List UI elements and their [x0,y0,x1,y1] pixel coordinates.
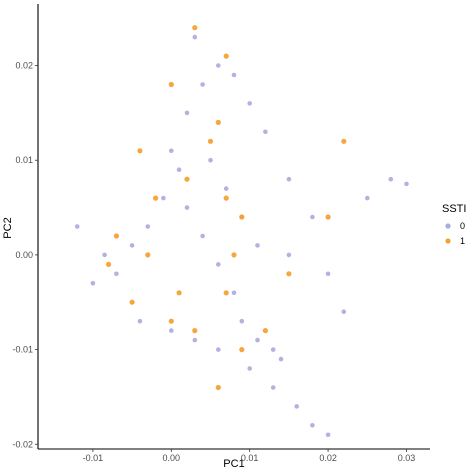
point-ssti-0-39 [286,252,292,258]
point-ssti-0-32 [192,337,198,343]
point-ssti-0-5 [176,167,182,172]
point-ssti-0-40 [208,157,213,163]
y-tick-label: 0.02 [15,61,33,71]
point-ssti-1-13 [192,328,198,334]
point-ssti-0-0 [102,252,107,258]
point-ssti-0-12 [255,337,260,343]
point-ssti-1-4 [223,195,229,201]
point-ssti-1-1 [223,53,229,59]
point-ssti-1-21 [207,138,214,144]
point-ssti-0-27 [404,181,409,187]
point-ssti-0-38 [325,432,331,438]
point-ssti-0-2 [129,243,135,248]
legend-label-0: 0 [460,221,465,231]
point-ssti-1-19 [137,148,143,154]
point-ssti-1-12 [239,347,245,353]
x-axis-title: PC1 [223,458,244,470]
point-ssti-0-22 [310,214,315,220]
point-ssti-1-24 [231,252,237,258]
point-ssti-0-8 [200,233,205,239]
ticks-layer: -0.01 0.00 0.01 0.02 0.03 -0.02 -0.01 0.00 0.01 0… [12,61,415,463]
x-tick-label: 0.02 [319,453,337,463]
point-ssti-0-28 [74,224,80,229]
point-ssti-1-11 [223,290,229,296]
point-ssti-0-16 [200,82,205,87]
point-ssti-0-9 [216,262,221,267]
x-tick-label: 0.00 [163,453,181,463]
point-ssti-0-7 [184,205,190,210]
point-ssti-1-16 [286,271,292,277]
point-ssti-0-35 [270,385,276,390]
point-ssti-1-20 [168,318,174,324]
point-ssti-0-13 [270,347,276,352]
point-ssti-0-3 [145,224,151,229]
y-tick-label: 0.01 [15,155,33,165]
x-tick-label: 0.01 [241,453,259,463]
x-tick-label: 0.03 [398,453,416,463]
y-tick-label: -0.01 [12,345,33,355]
point-ssti-0-11 [239,318,245,324]
point-ssti-1-22 [153,195,159,201]
point-ssti-0-43 [255,243,260,248]
point-ssti-0-6 [169,148,174,154]
point-ssti-1-0 [192,25,198,31]
y-tick-label: 0.00 [15,250,33,260]
axes-layer [37,4,430,450]
legend-title: SSTI [442,203,466,215]
y-axis-title: PC2 [2,217,14,238]
legend-key-0 [445,223,451,229]
point-ssti-0-29 [90,281,96,286]
point-ssti-0-4 [161,195,166,201]
point-ssti-0-21 [286,176,292,182]
point-ssti-0-23 [325,271,331,277]
point-ssti-0-36 [294,404,300,409]
point-ssti-0-20 [263,129,268,135]
point-ssti-0-41 [223,186,229,191]
point-ssti-0-10 [231,290,237,296]
point-ssti-1-14 [129,299,135,305]
point-ssti-1-5 [239,214,245,220]
point-ssti-1-10 [176,290,182,296]
legend-label-1: 1 [460,236,465,246]
point-ssti-0-31 [169,328,174,333]
point-ssti-0-37 [310,423,315,428]
point-ssti-1-18 [325,214,331,220]
point-ssti-1-3 [215,119,221,125]
point-ssti-0-24 [341,309,347,315]
point-ssti-0-19 [247,101,252,106]
point-ssti-0-33 [216,347,221,352]
point-ssti-1-6 [184,176,190,182]
points-layer [74,25,409,438]
point-ssti-0-44 [192,34,198,40]
point-ssti-0-15 [184,110,190,116]
point-ssti-0-14 [278,356,284,362]
point-ssti-1-23 [215,384,221,391]
point-ssti-1-17 [341,138,347,144]
point-ssti-0-1 [114,271,119,277]
point-ssti-0-30 [137,318,143,324]
legend-key-1 [445,238,451,244]
legend: SSTI 0 1 [442,203,466,246]
point-ssti-0-18 [231,72,237,78]
point-ssti-0-34 [247,366,252,371]
point-ssti-1-15 [262,328,268,334]
point-ssti-0-26 [388,176,394,182]
y-tick-label: -0.02 [12,439,33,449]
point-ssti-1-8 [145,252,151,258]
point-ssti-1-9 [106,261,112,267]
point-ssti-0-17 [216,63,221,68]
point-ssti-1-2 [168,81,174,88]
point-ssti-0-25 [365,195,370,201]
x-tick-label: -0.01 [83,453,104,463]
point-ssti-1-7 [113,233,119,239]
